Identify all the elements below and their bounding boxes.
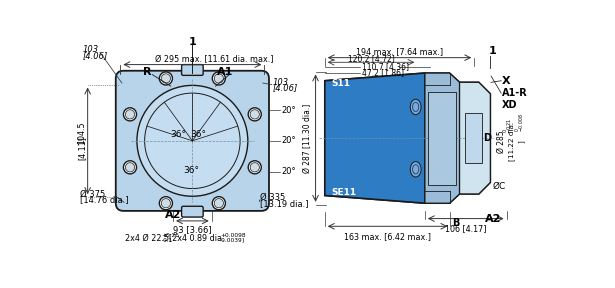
Text: [11.22 dia.: [11.22 dia.: [508, 122, 515, 161]
Ellipse shape: [410, 99, 421, 115]
Text: 36°: 36°: [183, 166, 199, 175]
Text: Ø 375: Ø 375: [80, 190, 105, 198]
Text: 20°: 20°: [281, 167, 296, 176]
Text: 120.2 [4.72]: 120.2 [4.72]: [347, 54, 394, 63]
Text: A2: A2: [165, 210, 181, 220]
Text: -0.0039]: -0.0039]: [220, 238, 245, 243]
Circle shape: [214, 74, 223, 83]
Text: +0.25: +0.25: [162, 233, 180, 238]
Circle shape: [125, 163, 135, 172]
Text: [4.06]: [4.06]: [272, 83, 298, 92]
Text: B: B: [452, 218, 459, 228]
Text: 36°: 36°: [170, 130, 186, 139]
Ellipse shape: [410, 162, 421, 177]
Text: ]: ]: [518, 140, 525, 143]
Circle shape: [161, 198, 170, 208]
Text: Ø 287 [11.30 dia.]: Ø 287 [11.30 dia.]: [303, 103, 312, 173]
Text: 106 [4.17]: 106 [4.17]: [445, 224, 486, 233]
Circle shape: [124, 161, 137, 174]
Text: 93 [3.66]: 93 [3.66]: [173, 226, 212, 234]
Text: 47.2 [1.86]: 47.2 [1.86]: [362, 69, 404, 77]
Text: XD: XD: [502, 101, 517, 110]
Circle shape: [250, 110, 260, 119]
Polygon shape: [325, 73, 490, 203]
Text: [4.11]: [4.11]: [77, 137, 86, 160]
Text: SE11: SE11: [331, 188, 356, 197]
Circle shape: [214, 198, 223, 208]
FancyBboxPatch shape: [181, 65, 203, 75]
Text: 2x4 Ø 22.5: 2x4 Ø 22.5: [125, 233, 169, 242]
Bar: [428, 92, 456, 185]
FancyBboxPatch shape: [116, 71, 269, 211]
Polygon shape: [325, 73, 425, 203]
Text: A1: A1: [216, 67, 233, 77]
Circle shape: [248, 108, 261, 121]
Text: $\mathregular{^{\ 0}_{-0.21}}$: $\mathregular{^{\ 0}_{-0.21}}$: [502, 118, 515, 134]
Polygon shape: [425, 73, 459, 203]
Text: +0.0098: +0.0098: [220, 233, 246, 238]
Text: X: X: [502, 76, 510, 86]
FancyBboxPatch shape: [181, 206, 203, 217]
Circle shape: [137, 85, 248, 196]
Text: [2x4 0.89 dia.: [2x4 0.89 dia.: [169, 233, 224, 242]
Circle shape: [212, 197, 225, 210]
Text: 103: 103: [272, 78, 288, 87]
Circle shape: [161, 74, 170, 83]
Text: 20°: 20°: [281, 136, 296, 145]
Circle shape: [159, 72, 172, 85]
Circle shape: [124, 108, 137, 121]
Text: [14.76 dia.]: [14.76 dia.]: [80, 195, 129, 204]
Text: Ø 335: Ø 335: [260, 193, 285, 202]
Text: [13.19 dia.]: [13.19 dia.]: [260, 199, 309, 208]
Text: 104.5: 104.5: [77, 122, 86, 145]
Text: 194 max. [7.64 max.]: 194 max. [7.64 max.]: [356, 47, 443, 56]
Text: 36°: 36°: [191, 130, 207, 139]
Bar: [465, 113, 482, 163]
Text: 110.7 [4.36]: 110.7 [4.36]: [362, 62, 409, 71]
Circle shape: [250, 163, 260, 172]
Text: ØC: ØC: [493, 182, 506, 191]
Text: D: D: [483, 133, 491, 143]
Text: S11: S11: [331, 79, 350, 88]
Polygon shape: [459, 82, 490, 194]
Text: A2: A2: [485, 214, 501, 223]
Text: 1: 1: [188, 37, 196, 47]
Circle shape: [125, 110, 135, 119]
Text: R: R: [143, 67, 152, 77]
Circle shape: [212, 72, 225, 85]
Text: Ø 295 max. [11.61 dia. max.]: Ø 295 max. [11.61 dia. max.]: [155, 56, 273, 65]
Text: -0.1: -0.1: [162, 238, 173, 243]
Text: 103: 103: [83, 46, 99, 54]
Circle shape: [248, 161, 261, 174]
Text: 20°: 20°: [281, 105, 296, 115]
Text: $\mathregular{^{0}_{-0.008}}$: $\mathregular{^{0}_{-0.008}}$: [514, 113, 527, 132]
Text: 163 max. [6.42 max.]: 163 max. [6.42 max.]: [344, 232, 432, 241]
Text: 1: 1: [489, 46, 496, 56]
Text: A1-R: A1-R: [502, 88, 528, 98]
Text: Ø 285: Ø 285: [496, 130, 506, 153]
Circle shape: [159, 197, 172, 210]
Text: [4.06]: [4.06]: [83, 51, 108, 60]
